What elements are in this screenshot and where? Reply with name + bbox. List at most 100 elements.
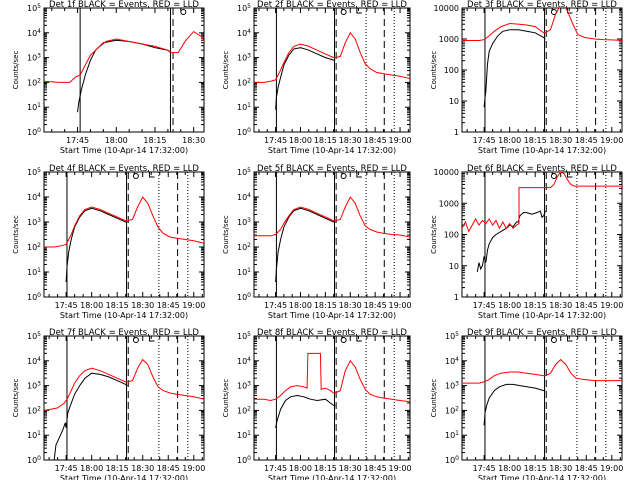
state-marker	[356, 8, 362, 14]
panel-title: Det 2f BLACK = Events, RED = LLD	[257, 0, 407, 10]
x-tick-label: 18:15	[314, 136, 337, 145]
x-axis-title: Start Time (10-Apr-14 17:32:00)	[60, 474, 188, 480]
panel-title: Det 9f BLACK = Events, RED = LLD	[467, 328, 617, 338]
series-events	[275, 207, 336, 283]
x-tick-label: 18:30	[549, 301, 572, 310]
state-marker	[550, 173, 557, 179]
x-tick-label: 18:15	[524, 464, 547, 473]
state-marker	[132, 173, 139, 179]
panel-title: Det 8f BLACK = Events, RED = LLD	[257, 328, 407, 338]
series-lld	[44, 30, 204, 83]
y-tick-label: 105	[237, 331, 251, 341]
state-marker	[180, 9, 187, 15]
state-marker	[149, 172, 155, 178]
x-tick-label: 18:30	[131, 464, 154, 473]
x-tick-label: 17:45	[55, 301, 78, 310]
y-tick-label: 104	[27, 356, 41, 366]
panel-title: Det 7f BLACK = Events, RED = LLD	[49, 328, 199, 338]
x-tick-label: 18:45	[364, 301, 387, 310]
y-tick-label: 104	[237, 28, 251, 38]
x-tick-label: 18:45	[575, 136, 598, 145]
x-tick-label: 18:00	[498, 464, 521, 473]
y-tick-label: 103	[237, 217, 251, 227]
series-events	[476, 210, 546, 273]
x-tick-label: 18:30	[339, 464, 362, 473]
y-tick-label: 104	[237, 356, 251, 366]
panel-title: Det 5f BLACK = Events, RED = LLD	[257, 164, 407, 174]
panel-title: Det 4f BLACK = Events, RED = LLD	[49, 164, 199, 174]
x-axis-title: Start Time (10-Apr-14 17:32:00)	[478, 474, 606, 480]
y-tick-label: 100	[27, 127, 41, 137]
series-lld	[44, 196, 204, 248]
x-tick-label: 19:00	[389, 464, 412, 473]
y-axis-title: Counts/sec	[222, 379, 230, 418]
x-tick-label: 17:45	[264, 464, 287, 473]
x-tick-label: 18:15	[143, 136, 166, 145]
x-tick-label: 18:15	[106, 301, 129, 310]
x-axis-title: Start Time (10-Apr-14 17:32:00)	[60, 146, 188, 155]
x-tick-label: 18:00	[80, 301, 103, 310]
x-tick-label: 18:30	[182, 136, 205, 145]
y-axis-title: Counts/sec	[222, 215, 230, 254]
y-tick-label: 10	[449, 97, 459, 106]
y-tick-label: 1000	[439, 35, 459, 44]
x-tick-label: 19:00	[182, 301, 205, 310]
series-events	[77, 39, 171, 113]
x-tick-label: 18:00	[289, 301, 312, 310]
y-tick-label: 100	[237, 455, 251, 465]
plot-frame	[461, 171, 623, 298]
series-events	[275, 47, 336, 110]
plot-frame	[461, 335, 623, 461]
x-tick-label: 18:30	[549, 136, 572, 145]
y-tick-label: 105	[27, 167, 41, 177]
state-marker	[340, 173, 347, 179]
x-tick-label: 18:30	[339, 301, 362, 310]
x-axis-title: Start Time (10-Apr-14 17:32:00)	[478, 311, 606, 320]
series-events	[483, 383, 546, 426]
x-tick-label: 18:30	[131, 301, 154, 310]
y-tick-label: 101	[237, 102, 251, 112]
x-tick-label: 19:00	[600, 301, 623, 310]
state-marker	[356, 172, 362, 178]
x-tick-label: 17:45	[264, 136, 287, 145]
x-tick-label: 18:45	[157, 301, 180, 310]
state-marker	[567, 172, 573, 178]
y-tick-label: 102	[237, 242, 251, 252]
x-tick-label: 18:45	[157, 464, 180, 473]
plot-frame	[461, 7, 623, 133]
series-lld	[254, 196, 410, 238]
y-tick-label: 10000	[434, 4, 459, 13]
y-tick-label: 100	[27, 455, 41, 465]
state-marker	[550, 337, 557, 343]
y-tick-label: 104	[27, 192, 41, 202]
series-lld	[462, 172, 622, 233]
y-tick-label: 103	[27, 53, 41, 63]
plot-frame	[253, 7, 411, 133]
y-tick-label: 1000	[439, 199, 459, 208]
x-tick-label: 17:45	[473, 136, 496, 145]
panel-1: Det 1f BLACK = Events, RED = LLD 17:45 18:…	[12, 0, 205, 155]
x-axis-title: Start Time (10-Apr-14 17:32:00)	[478, 146, 606, 155]
panel-2: Det 2f BLACK = Events, RED = LLD 17:45 18:…	[222, 0, 412, 155]
y-tick-label: 1	[454, 128, 459, 137]
x-tick-label: 17:45	[473, 301, 496, 310]
y-tick-label: 102	[237, 405, 251, 415]
state-marker	[340, 337, 347, 343]
y-tick-label: 100	[27, 292, 41, 302]
x-tick-label: 17:45	[473, 464, 496, 473]
y-tick-label: 100	[445, 455, 459, 465]
x-tick-label: 18:45	[364, 136, 387, 145]
y-tick-label: 103	[27, 381, 41, 391]
panel-8: Det 8f BLACK = Events, RED = LLD 17:45 18:…	[222, 328, 412, 483]
y-tick-label: 105	[445, 331, 459, 341]
x-tick-label: 18:45	[575, 301, 598, 310]
y-tick-label: 104	[27, 28, 41, 38]
state-marker	[149, 336, 155, 342]
y-tick-label: 102	[27, 77, 41, 87]
plot-frame	[253, 335, 411, 461]
